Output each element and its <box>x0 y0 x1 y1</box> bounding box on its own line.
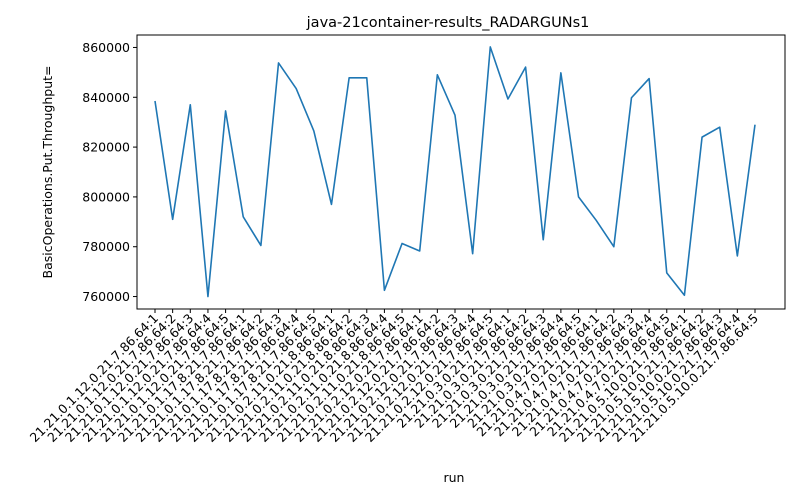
y-tick-label: 860000 <box>82 40 130 55</box>
y-tick-label: 820000 <box>82 140 130 155</box>
y-tick-label: 780000 <box>82 239 130 254</box>
series-line <box>154 46 756 298</box>
y-tick-label: 800000 <box>82 189 130 204</box>
chart-title: java-21container-results_RADARGUNs1 <box>306 15 590 31</box>
y-tick-label: 760000 <box>82 289 130 304</box>
x-axis-label: run <box>444 470 465 485</box>
y-tick-label: 840000 <box>82 90 130 105</box>
x-axis: 21.21.0.1.12.0.21.7.86.64:121.21.0.1.12.… <box>27 309 761 445</box>
y-axis-label: BasicOperations.Put.Throughput= <box>40 66 55 279</box>
y-axis: 760000 780000 800000 820000 840000 860000 <box>82 40 137 304</box>
plot-frame <box>136 34 786 310</box>
